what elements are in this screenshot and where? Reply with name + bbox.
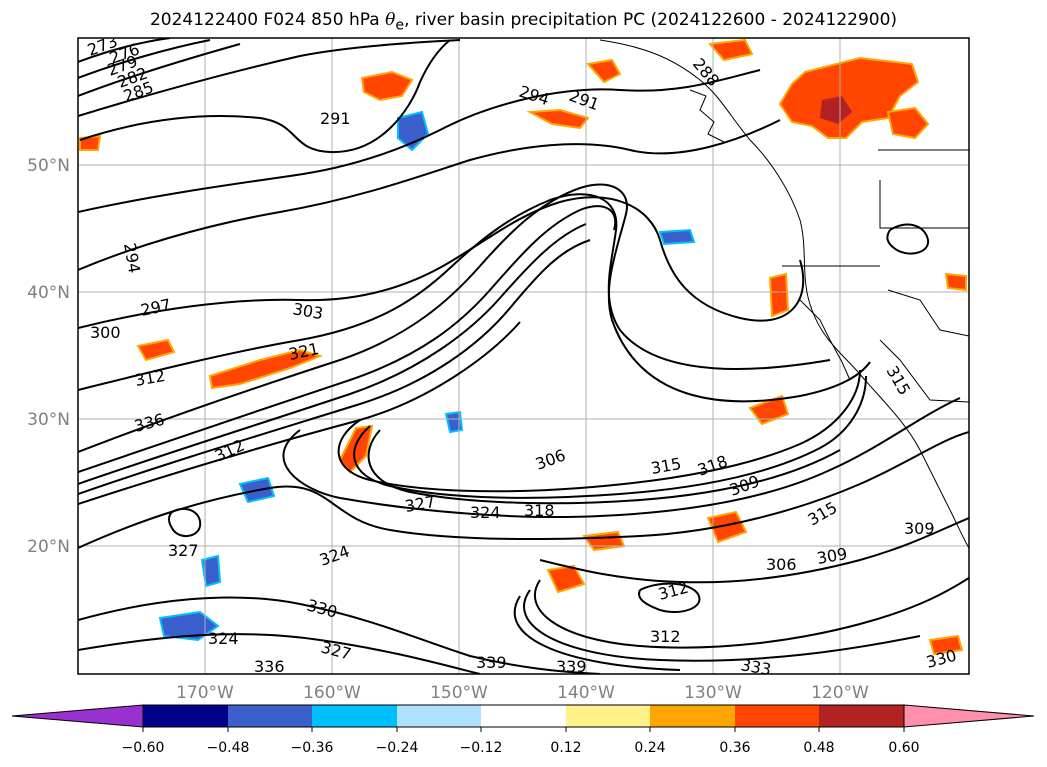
colorbar-tick: −0.48 <box>207 740 250 756</box>
map-frame <box>77 37 970 675</box>
colorbar-extend-low <box>11 704 144 728</box>
lon-label-150w: 150°W <box>430 683 488 703</box>
lat-label-30n: 30°N <box>27 410 70 430</box>
precipitation-shading <box>79 38 967 656</box>
precip-blob <box>444 410 464 434</box>
colorbar-segment <box>735 705 819 727</box>
colorbar: −0.60 −0.48 −0.36 −0.24 −0.12 0.12 0.24 … <box>11 704 1035 756</box>
lon-label-130w: 130°W <box>684 683 742 703</box>
lat-label-40n: 40°N <box>27 283 70 303</box>
colorbar-segment <box>397 705 481 727</box>
precip-blob <box>158 610 220 642</box>
lon-label-140w: 140°W <box>557 683 615 703</box>
coastline <box>689 89 725 143</box>
precip-blob <box>360 70 414 102</box>
map-plot-area: 273 276 279 282 285 288 291 291 294 294 … <box>78 38 969 679</box>
colorbar-segment <box>819 705 904 727</box>
contour-label: 327 <box>168 541 199 560</box>
lat-label-20n: 20°N <box>27 537 70 557</box>
coastline <box>799 299 851 381</box>
colorbar-tick: 0.12 <box>550 740 581 756</box>
map-title: 2024122400 F024 850 hPa θe, river basin … <box>149 10 898 34</box>
contour-label: 336 <box>254 657 285 676</box>
colorbar-extend-high <box>903 704 1035 728</box>
colorbar-tick: −0.12 <box>460 740 503 756</box>
colorbar-tick: 0.60 <box>888 740 919 756</box>
coastline <box>879 180 969 229</box>
colorbar-segment <box>650 705 735 727</box>
longitude-labels: 170°W 160°W 150°W 140°W 130°W 120°W <box>176 683 869 703</box>
lon-label-170w: 170°W <box>176 683 234 703</box>
contour-label: 333 <box>739 655 772 679</box>
contour-label: 324 <box>208 629 239 648</box>
theta-e-contours <box>78 38 969 674</box>
colorbar-tick: 0.36 <box>719 740 750 756</box>
precip-blob <box>778 56 920 139</box>
coastline <box>879 339 969 403</box>
lon-label-120w: 120°W <box>811 683 869 703</box>
contour-label: 291 <box>320 109 351 128</box>
contour-label: 318 <box>524 501 555 520</box>
lat-label-50n: 50°N <box>27 156 70 176</box>
precip-blob <box>136 338 176 362</box>
precip-blob <box>768 272 790 318</box>
colorbar-tick: −0.60 <box>122 740 165 756</box>
colorbar-tick: 0.24 <box>634 740 665 756</box>
colorbar-tick: −0.36 <box>291 740 334 756</box>
contour-label: 339 <box>556 657 587 676</box>
precip-blob <box>928 634 964 656</box>
contour-label: 309 <box>904 519 935 538</box>
colorbar-segment <box>481 705 566 727</box>
precip-blob <box>706 510 748 544</box>
lon-label-160w: 160°W <box>303 683 361 703</box>
colorbar-segment <box>143 705 228 727</box>
precip-blob <box>546 564 586 594</box>
colorbar-segment <box>312 705 397 727</box>
precip-blob <box>208 348 324 390</box>
contour-label: 324 <box>470 503 501 522</box>
coastlines <box>599 39 969 549</box>
precip-blob <box>397 110 430 152</box>
latitude-labels: 50°N 40°N 30°N 20°N <box>27 156 70 557</box>
precip-blob <box>707 38 754 62</box>
contour-label: 339 <box>476 653 507 672</box>
precip-blob <box>658 228 696 246</box>
coastline <box>887 289 969 337</box>
contour-label: 306 <box>766 555 797 574</box>
colorbar-segment <box>566 705 650 727</box>
coastline <box>599 39 969 549</box>
colorbar-segment <box>228 705 312 727</box>
precip-blob <box>944 272 967 292</box>
precip-blob <box>586 58 622 84</box>
contour-label: 300 <box>90 323 121 342</box>
precip-blob <box>820 96 852 124</box>
contour-label: 312 <box>650 627 681 646</box>
precip-blob <box>526 108 590 130</box>
colorbar-tick: 0.48 <box>803 740 834 756</box>
colorbar-tick: −0.24 <box>376 740 419 756</box>
precip-blob <box>886 106 930 140</box>
